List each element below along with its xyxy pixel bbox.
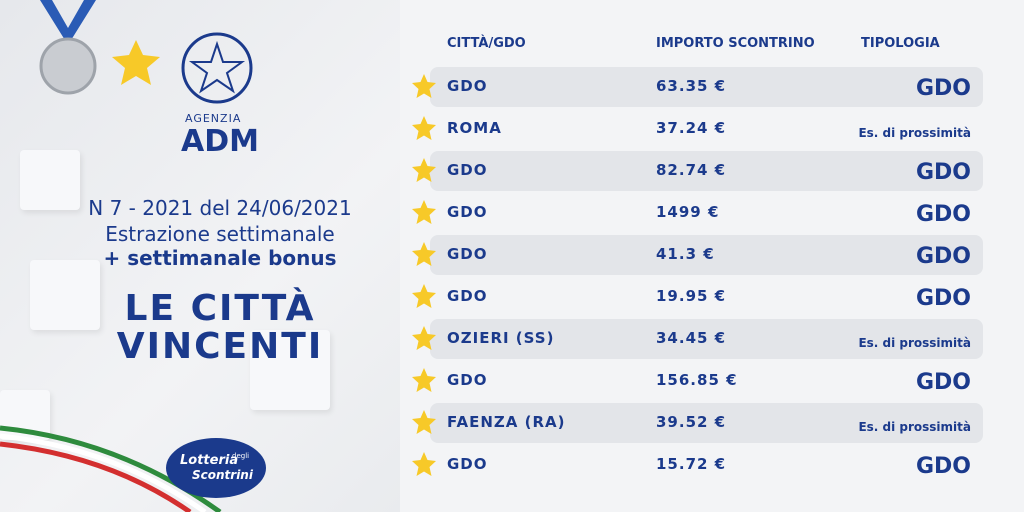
decor <box>250 330 330 410</box>
city: GDO <box>447 455 488 473</box>
flag-stripe <box>0 441 192 512</box>
type: GDO <box>915 244 971 269</box>
star <box>112 40 160 85</box>
star-shape <box>412 242 436 266</box>
type: Es. di prossimità <box>858 126 971 140</box>
star-shape <box>412 368 436 392</box>
medal <box>39 37 97 95</box>
row-star <box>412 410 436 434</box>
brand: ADM <box>181 124 259 159</box>
amount: 15.72 € <box>656 455 727 473</box>
row-background <box>430 151 983 191</box>
type: GDO <box>915 454 971 479</box>
star-shape <box>412 326 436 350</box>
row-star <box>412 284 436 308</box>
star-shape <box>412 410 436 434</box>
type: GDO <box>915 160 971 185</box>
city: OZIERI (SS) <box>447 329 555 347</box>
medal-ribbon <box>40 0 96 45</box>
agency: AGENZIA <box>185 112 242 125</box>
row-star <box>412 452 436 476</box>
flag-stripe <box>0 433 207 512</box>
city: FAENZA (RA) <box>447 413 566 431</box>
logo-badge <box>166 438 266 498</box>
amount: 19.95 € <box>656 287 727 305</box>
star-shape <box>412 200 436 224</box>
row-star <box>412 74 436 98</box>
left-graphics: Lotteria degli Scontrini <box>0 0 266 512</box>
star-shape <box>412 74 436 98</box>
draw-line: + settimanale bonus <box>103 246 337 270</box>
draw-line: Estrazione settimanale <box>105 222 335 246</box>
column-header: TIPOLOGIA <box>861 36 940 51</box>
star-shape <box>412 158 436 182</box>
row-star <box>412 200 436 224</box>
column-header: IMPORTO SCONTRINO <box>656 36 815 51</box>
left-panel <box>0 0 400 512</box>
city: ROMA <box>447 119 502 137</box>
row-background <box>430 67 983 107</box>
row-star <box>412 116 436 140</box>
row-star <box>412 368 436 392</box>
city: GDO <box>447 245 488 263</box>
row-star <box>412 326 436 350</box>
emblem <box>181 32 253 104</box>
city: GDO <box>447 161 488 179</box>
row-star <box>412 242 436 266</box>
city: GDO <box>447 203 488 221</box>
type: GDO <box>915 370 971 395</box>
city: GDO <box>447 77 488 95</box>
amount: 1499 € <box>656 203 720 221</box>
emblem-star <box>188 40 246 94</box>
logo-text: degli <box>232 452 249 460</box>
row-background <box>430 235 983 275</box>
amount: 37.24 € <box>656 119 727 137</box>
row-background <box>430 403 983 443</box>
star-shape <box>412 452 436 476</box>
star-shape <box>412 116 436 140</box>
amount: 41.3 € <box>656 245 715 263</box>
amount: 34.45 € <box>656 329 727 347</box>
row-star <box>412 158 436 182</box>
title: LE CITTÀ <box>124 288 316 329</box>
title: VINCENTI <box>116 326 324 367</box>
amount: 156.85 € <box>656 371 738 389</box>
city: GDO <box>447 287 488 305</box>
row-background <box>430 319 983 359</box>
amount: 82.74 € <box>656 161 727 179</box>
amount: 39.52 € <box>656 413 727 431</box>
draw-line: N 7 - 2021 del 24/06/2021 <box>88 196 352 220</box>
type: GDO <box>915 286 971 311</box>
type: GDO <box>915 76 971 101</box>
star-shape <box>412 284 436 308</box>
decor <box>30 260 100 330</box>
logo-text: Scontrini <box>192 468 254 482</box>
decor <box>20 150 80 210</box>
type: Es. di prossimità <box>858 336 971 350</box>
type: GDO <box>915 202 971 227</box>
logo-text: Lotteria <box>180 453 238 468</box>
amount: 63.35 € <box>656 77 727 95</box>
city: GDO <box>447 371 488 389</box>
type: Es. di prossimità <box>858 420 971 434</box>
column-header: CITTÀ/GDO <box>447 36 526 51</box>
